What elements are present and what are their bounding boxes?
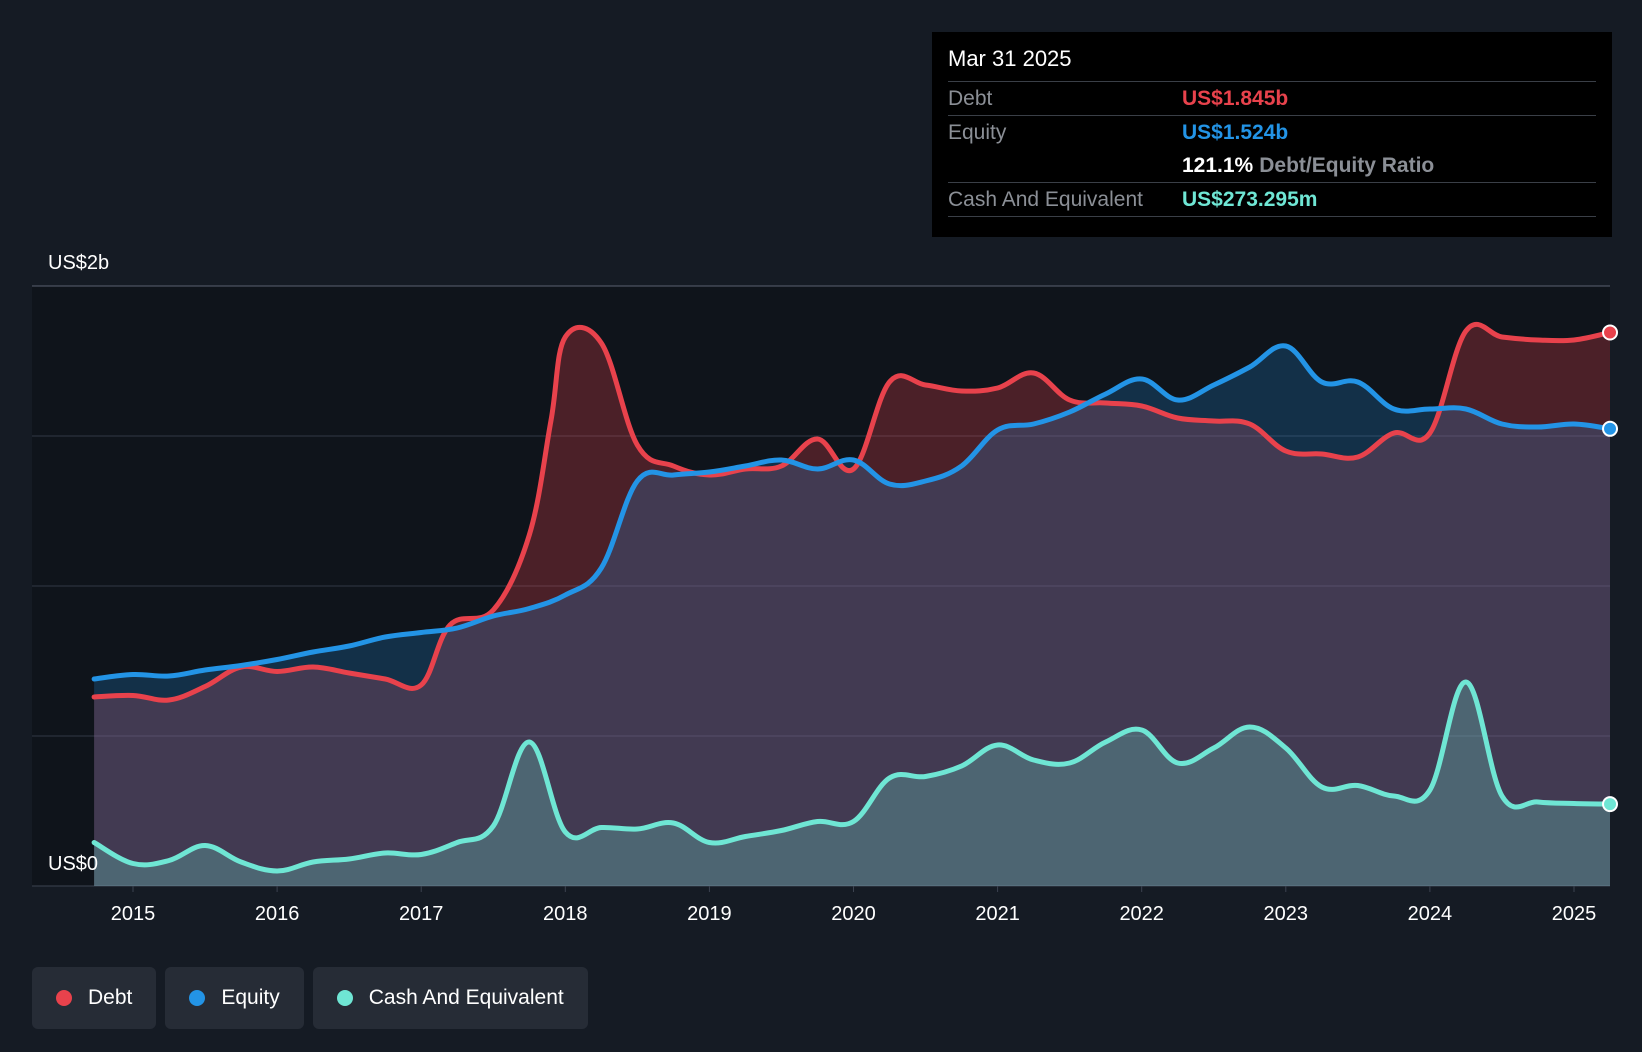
cash-area bbox=[94, 681, 1611, 886]
x-tick-label: 2022 bbox=[1119, 903, 1164, 925]
legend-equity-label: Equity bbox=[221, 986, 280, 1009]
data-tooltip: Mar 31 2025 Debt US$1.845b Equity US$1.5… bbox=[932, 32, 1612, 237]
debt-endpoint-marker[interactable] bbox=[1602, 324, 1619, 341]
tooltip-equity-value: US$1.524b bbox=[1182, 120, 1289, 144]
x-tick-label: 2016 bbox=[255, 903, 300, 925]
cash-series-line bbox=[91, 679, 1613, 874]
tooltip-date: Mar 31 2025 bbox=[948, 46, 1596, 82]
x-tick-label: 2015 bbox=[111, 903, 156, 925]
tooltip-debt-label: Debt bbox=[948, 86, 993, 110]
x-tick-label: 2021 bbox=[975, 903, 1020, 925]
legend-cash-label: Cash And Equivalent bbox=[368, 986, 564, 1009]
legend-item-equity[interactable]: Equity bbox=[165, 967, 304, 1029]
cash-dot-icon bbox=[336, 990, 353, 1006]
x-tick-label: 2023 bbox=[1264, 903, 1309, 925]
tooltip-equity-label: Equity bbox=[948, 120, 1007, 144]
debt-area bbox=[94, 324, 1611, 886]
series-endpoints bbox=[1602, 324, 1619, 813]
series-lines bbox=[91, 321, 1613, 874]
tooltip-ratio-row: 121.1% Debt/Equity Ratio bbox=[948, 149, 1596, 183]
tooltip-equity-row: Equity US$1.524b bbox=[948, 116, 1596, 149]
x-tick-label: 2020 bbox=[831, 903, 876, 925]
tooltip-cash-label: Cash And Equivalent bbox=[948, 187, 1143, 211]
equity-endpoint-marker[interactable] bbox=[1602, 420, 1619, 437]
y-axis-bottom-label: US$0 bbox=[48, 853, 98, 875]
debt-dot-icon bbox=[56, 990, 72, 1006]
tooltip-ratio-label: Debt/Equity Ratio bbox=[1259, 153, 1435, 177]
x-tick-label: 2025 bbox=[1552, 903, 1597, 925]
cash-endpoint-marker[interactable] bbox=[1602, 796, 1619, 813]
x-tick-label: 2019 bbox=[687, 903, 732, 925]
x-tick-label: 2017 bbox=[399, 903, 444, 925]
x-tick-label: 2024 bbox=[1408, 903, 1453, 925]
series-areas bbox=[94, 324, 1611, 886]
legend-item-cash[interactable]: Cash And Equivalent bbox=[312, 967, 588, 1029]
equity-area bbox=[94, 345, 1611, 886]
equity-dot-icon bbox=[189, 990, 206, 1006]
y-axis-top-label: US$2b bbox=[48, 252, 109, 274]
x-axis-ticks: 2015 2016 2017 2018 2019 2020 2021 2022 2023 2024… bbox=[111, 886, 1597, 925]
tooltip-cash-row: Cash And Equivalent US$273.295m bbox=[948, 183, 1596, 217]
debt-series-line bbox=[91, 321, 1613, 703]
tooltip-debt-row: Debt US$1.845b bbox=[948, 82, 1596, 116]
chart-legend: Debt Equity Cash And Equivalent bbox=[32, 967, 588, 1029]
legend-item-debt[interactable]: Debt bbox=[32, 967, 157, 1029]
x-tick-label: 2018 bbox=[543, 903, 588, 925]
tooltip-debt-value: US$1.845b bbox=[1182, 86, 1289, 110]
tooltip-ratio-value: 121.1% bbox=[1182, 153, 1254, 177]
tooltip-cash-value: US$273.295m bbox=[1182, 187, 1318, 211]
grid-lines bbox=[32, 285, 1610, 887]
legend-debt-label: Debt bbox=[88, 986, 133, 1009]
equity-series-line bbox=[91, 343, 1613, 682]
